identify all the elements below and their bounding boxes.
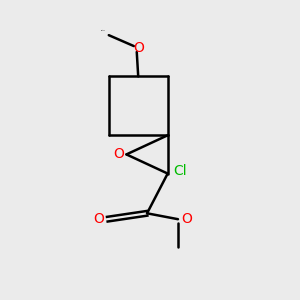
Text: Cl: Cl bbox=[173, 164, 187, 178]
Text: O: O bbox=[133, 41, 144, 56]
Text: methyl: methyl bbox=[100, 30, 105, 31]
Text: O: O bbox=[181, 212, 192, 226]
Text: O: O bbox=[113, 147, 124, 161]
Text: O: O bbox=[93, 212, 104, 226]
